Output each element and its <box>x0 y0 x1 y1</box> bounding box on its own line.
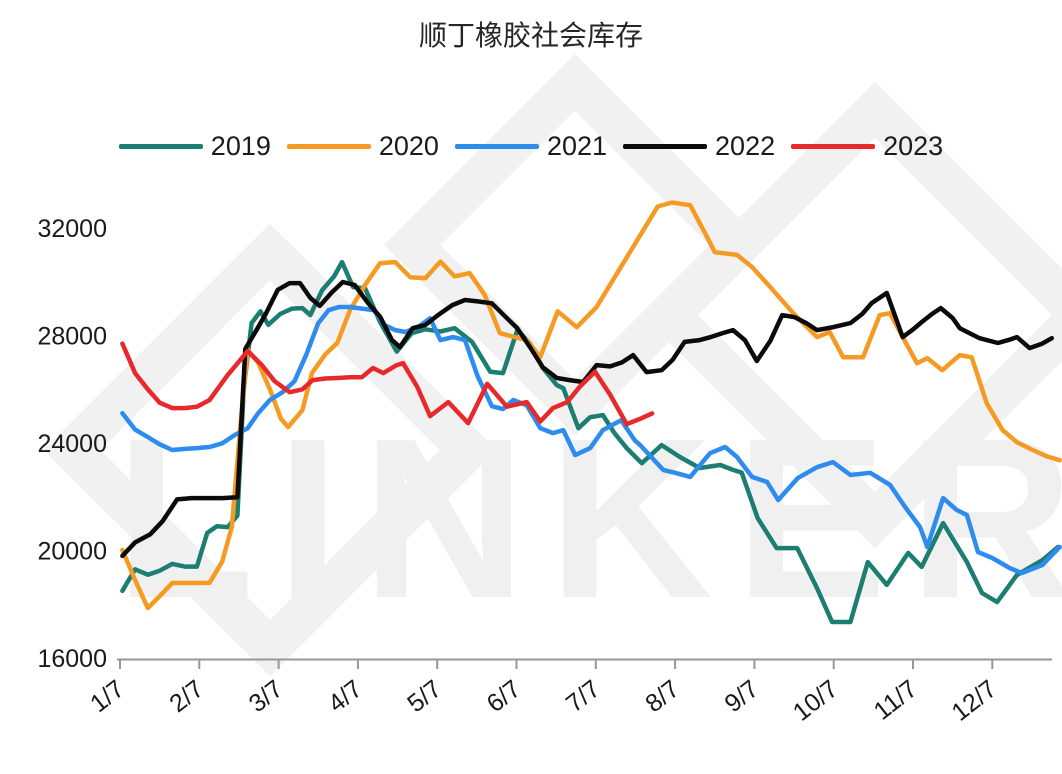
y-axis-tick-label: 20000 <box>37 538 107 566</box>
y-axis-tick-label: 24000 <box>37 430 107 458</box>
legend-item-2022: 2022 <box>623 131 775 162</box>
legend-item-2023: 2023 <box>791 131 943 162</box>
legend-swatch-2020 <box>286 144 371 149</box>
x-axis-tick-label: 6/7 <box>482 675 527 718</box>
x-axis-tick-label: 12/7 <box>946 675 1002 727</box>
chart-title: 顺丁橡胶社会库存 <box>418 20 643 51</box>
chart-legend: 2019 2020 2021 2022 2023 <box>0 131 1062 162</box>
x-axis-tick-label: 3/7 <box>244 675 289 718</box>
x-axis-tick-label: 10/7 <box>788 675 844 727</box>
x-axis-tick-label: 9/7 <box>719 675 764 718</box>
legend-label-2019: 2019 <box>210 131 271 161</box>
legend-item-2020: 2020 <box>286 131 439 162</box>
legend-label-2021: 2021 <box>546 131 608 161</box>
x-axis-tick-label: 1/7 <box>85 675 130 718</box>
y-axis-tick-label: 32000 <box>37 215 107 243</box>
legend-label-2020: 2020 <box>378 131 439 161</box>
legend-swatch-2022 <box>623 144 708 149</box>
legend-item-2019: 2019 <box>118 131 271 162</box>
series-line-2021 <box>120 304 1062 576</box>
series-line-2023 <box>120 341 655 427</box>
y-axis-tick-label: 16000 <box>37 645 107 673</box>
x-axis-tick-label: 7/7 <box>561 675 606 718</box>
x-axis-tick-label: 2/7 <box>164 675 209 718</box>
y-axis-tick-label: 28000 <box>37 323 107 351</box>
x-axis-tick-label: 4/7 <box>323 675 368 718</box>
x-axis-tick-label: 5/7 <box>402 675 447 718</box>
x-axis-tick-label: 8/7 <box>640 675 685 718</box>
legend-swatch-2021 <box>454 144 539 149</box>
legend-label-2022: 2022 <box>715 131 776 161</box>
legend-swatch-2019 <box>118 144 203 149</box>
legend-label-2023: 2023 <box>883 131 944 161</box>
series-line-2022 <box>120 279 1055 559</box>
x-axis-tick-label: 11/7 <box>869 675 923 726</box>
legend-item-2021: 2021 <box>454 131 608 162</box>
legend-swatch-2023 <box>791 144 876 149</box>
